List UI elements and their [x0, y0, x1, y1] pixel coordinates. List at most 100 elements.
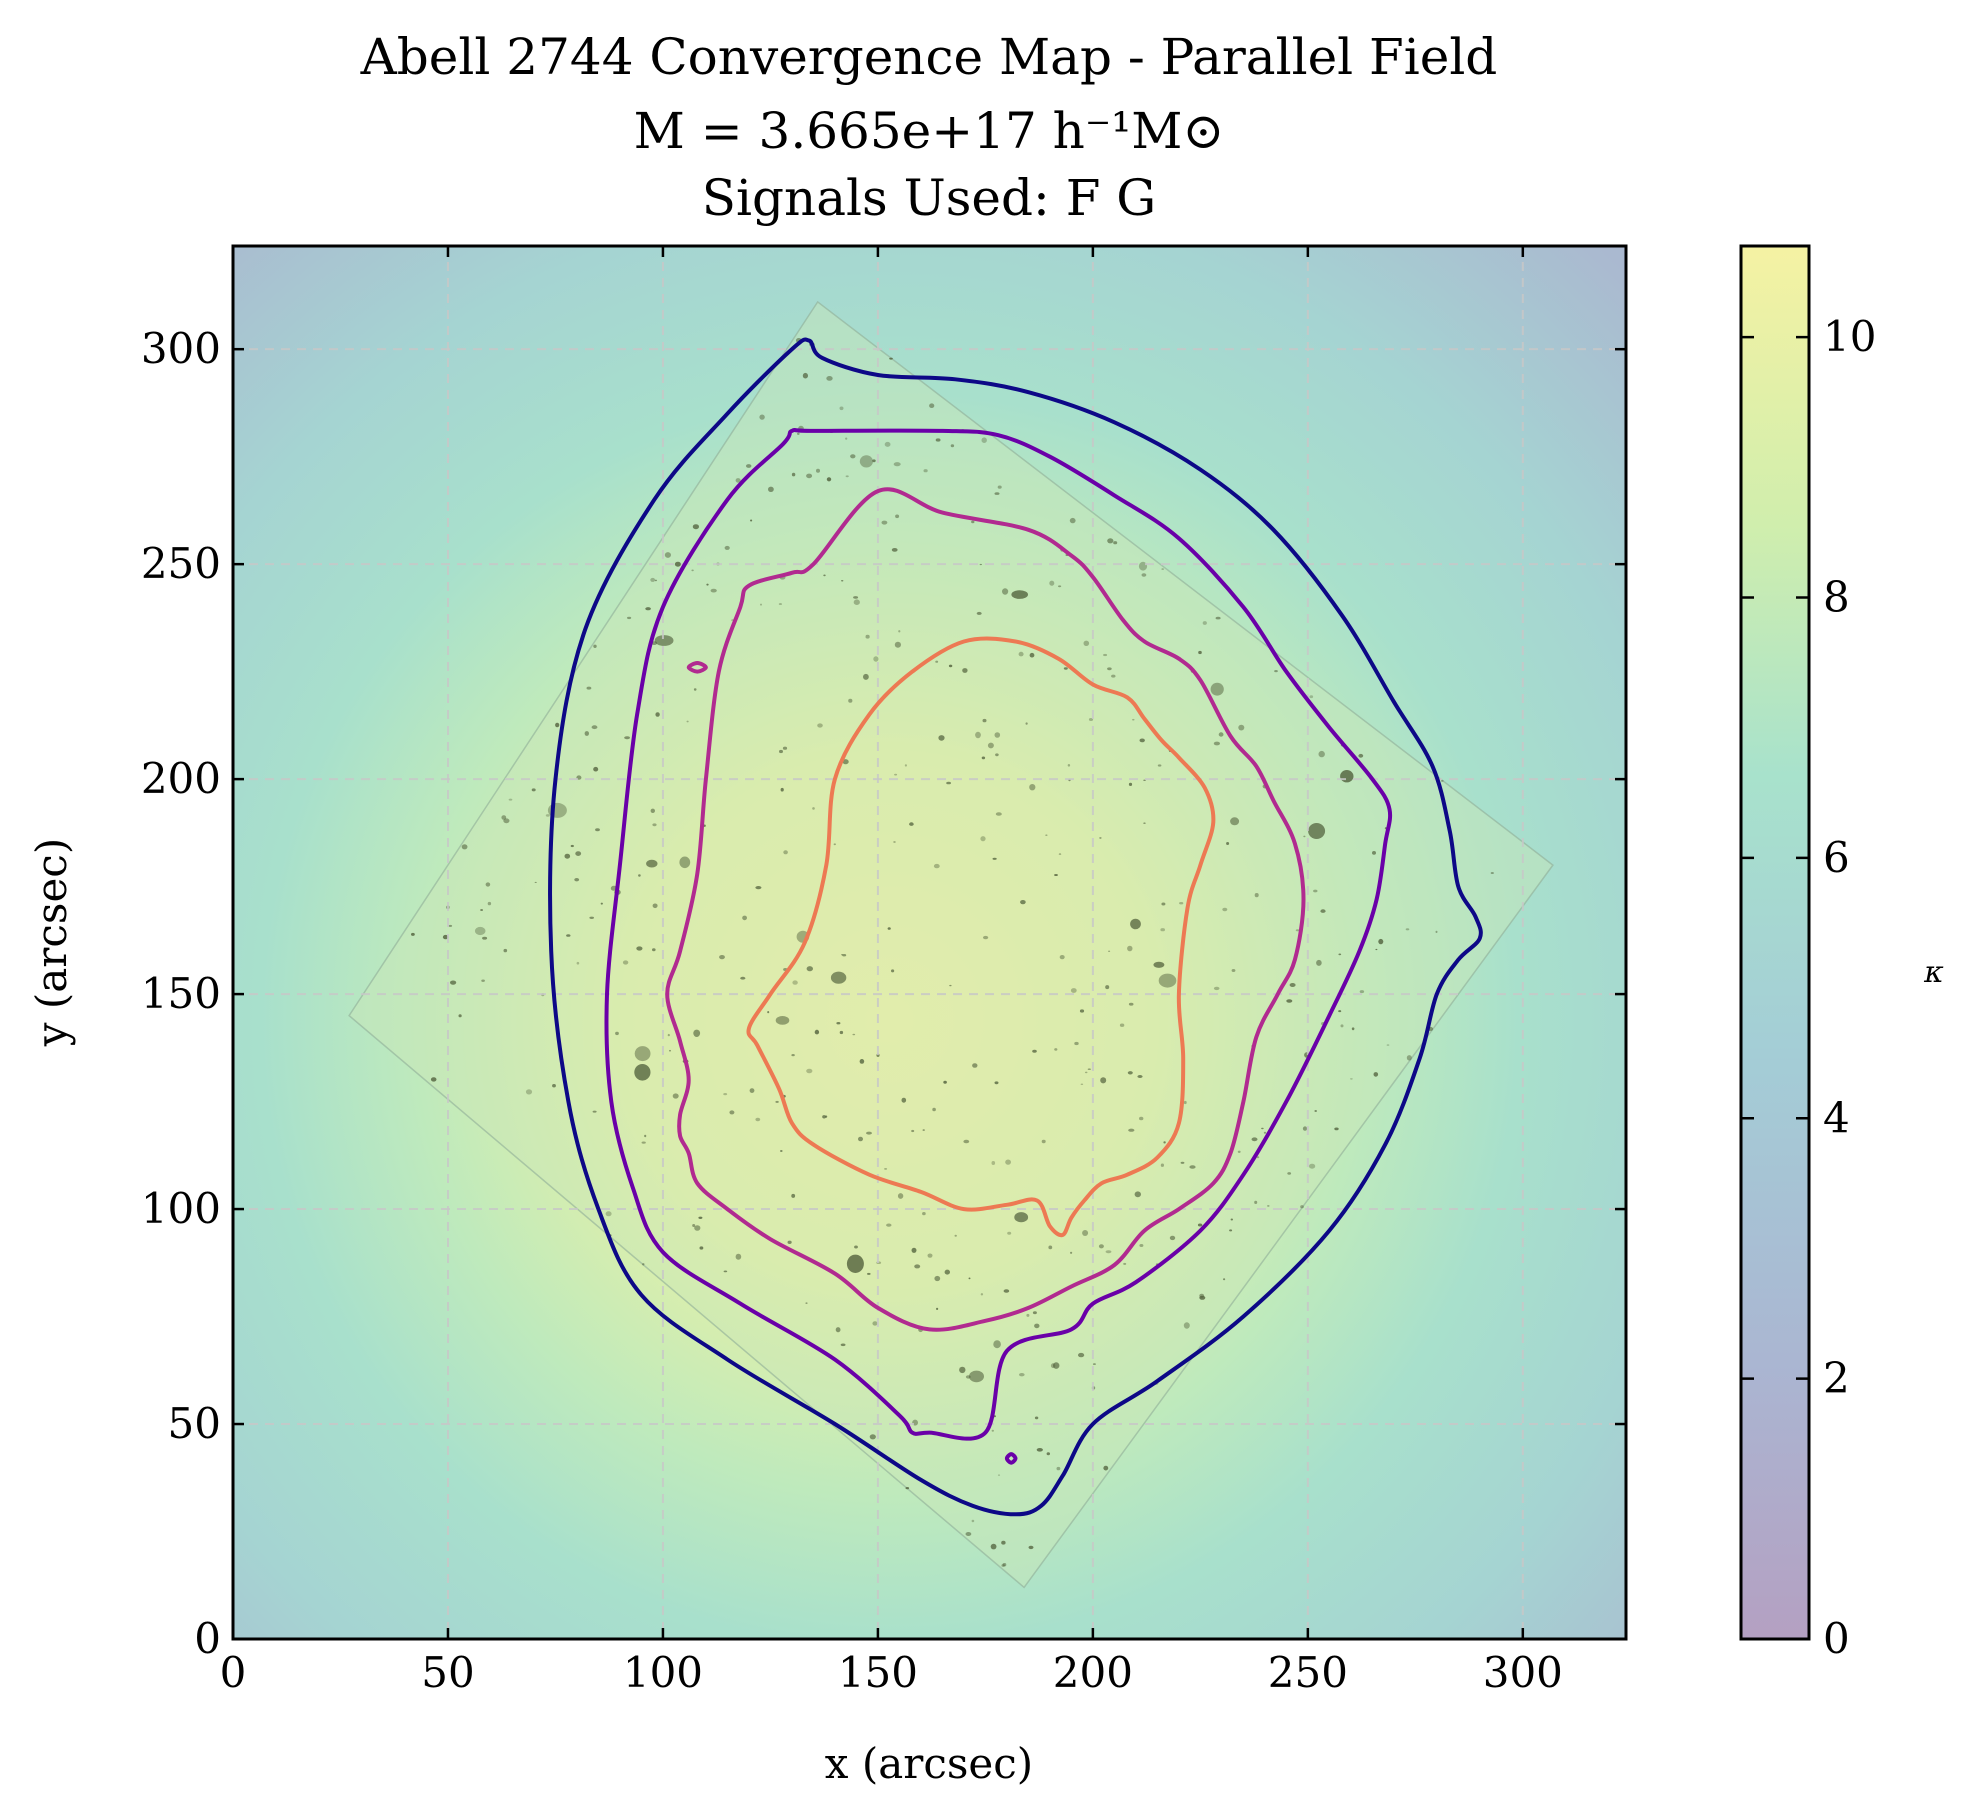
galaxy — [735, 1253, 742, 1260]
galaxy — [461, 844, 468, 850]
galaxy — [710, 588, 717, 593]
galaxy — [1074, 1041, 1079, 1046]
galaxy — [782, 746, 788, 750]
galaxy — [1197, 1223, 1203, 1227]
galaxy — [1108, 950, 1111, 952]
galaxy — [859, 455, 874, 468]
galaxy — [768, 486, 774, 492]
colorbar-tick-label: 2 — [1823, 1354, 1850, 1403]
galaxy — [850, 454, 856, 459]
galaxy — [780, 787, 784, 792]
galaxy — [982, 718, 987, 723]
galaxy — [1056, 1466, 1061, 1471]
galaxy — [576, 961, 580, 965]
galaxy — [636, 946, 643, 951]
galaxy — [1048, 1245, 1053, 1250]
galaxy — [814, 1029, 820, 1035]
galaxy — [1137, 1075, 1143, 1078]
galaxy — [971, 1519, 975, 1523]
galaxy — [674, 561, 681, 567]
galaxy — [1350, 1078, 1353, 1080]
galaxy — [858, 1136, 863, 1142]
galaxy — [1180, 1161, 1185, 1164]
galaxy — [1127, 945, 1133, 952]
galaxy — [1036, 1448, 1043, 1452]
galaxy — [1160, 928, 1165, 932]
galaxy — [1263, 1131, 1267, 1134]
galaxy — [501, 815, 507, 820]
galaxy — [1113, 541, 1118, 545]
galaxy — [1007, 1231, 1012, 1235]
galaxy — [693, 1029, 701, 1038]
galaxy — [1215, 616, 1221, 620]
galaxy — [1153, 961, 1165, 968]
galaxy — [840, 1343, 846, 1347]
galaxy — [589, 916, 594, 919]
galaxy — [936, 1307, 939, 1310]
galaxy — [584, 731, 589, 736]
galaxy — [667, 1033, 670, 1037]
galaxy — [1210, 682, 1224, 696]
galaxy — [1058, 585, 1062, 588]
galaxy — [1359, 990, 1365, 994]
galaxy — [1314, 1110, 1317, 1112]
galaxy — [1231, 969, 1236, 972]
galaxy — [634, 1064, 651, 1081]
galaxy — [1256, 1156, 1260, 1159]
galaxy — [1070, 1251, 1073, 1254]
galaxy — [922, 1212, 926, 1216]
contour-line — [1004, 1452, 1018, 1465]
galaxy — [1202, 621, 1207, 625]
galaxy — [968, 1277, 971, 1280]
galaxy — [586, 686, 592, 690]
galaxy — [873, 656, 879, 662]
galaxy — [1267, 1205, 1270, 1207]
galaxy — [1050, 1363, 1056, 1369]
galaxy — [591, 725, 598, 730]
galaxy — [1340, 770, 1354, 783]
galaxy — [1084, 1071, 1088, 1074]
galaxy — [634, 1046, 651, 1062]
galaxy — [1198, 650, 1202, 655]
galaxy — [1063, 667, 1068, 670]
galaxy — [802, 372, 809, 379]
galaxy — [780, 1150, 783, 1152]
galaxy — [894, 773, 898, 776]
galaxy — [650, 808, 655, 813]
galaxy — [655, 712, 660, 717]
convergence-heatmap — [233, 246, 1626, 1639]
galaxy — [1254, 1200, 1258, 1204]
galaxy — [1218, 732, 1224, 737]
colorbar-tick-label: 6 — [1823, 833, 1850, 882]
galaxy — [1351, 1027, 1355, 1031]
galaxy — [914, 1264, 921, 1269]
galaxy — [905, 1487, 910, 1490]
galaxy — [887, 927, 891, 930]
galaxy — [1103, 653, 1108, 657]
galaxy — [979, 563, 982, 566]
galaxy — [991, 1429, 994, 1432]
galaxy — [791, 1054, 795, 1057]
colorbar-label: κ — [1923, 955, 1944, 990]
colorbar-tick-label: 4 — [1823, 1093, 1850, 1142]
galaxy — [1223, 1278, 1226, 1281]
galaxy — [1128, 1002, 1134, 1006]
x-tick-label: 100 — [623, 1648, 703, 1697]
galaxy — [654, 579, 658, 582]
galaxy — [482, 936, 488, 940]
galaxy — [564, 853, 571, 859]
galaxy — [593, 766, 599, 772]
contour-line — [604, 427, 1393, 1441]
galaxy — [1213, 741, 1220, 746]
galaxy — [1222, 907, 1228, 912]
galaxy — [1309, 1163, 1316, 1169]
galaxy — [672, 1093, 679, 1099]
contour-line — [665, 487, 1306, 1332]
galaxy — [1138, 561, 1148, 571]
galaxy — [534, 881, 537, 883]
galaxy — [1213, 986, 1220, 991]
galaxy — [1092, 1363, 1096, 1365]
galaxy — [615, 1031, 619, 1036]
galaxy — [1087, 1068, 1091, 1070]
